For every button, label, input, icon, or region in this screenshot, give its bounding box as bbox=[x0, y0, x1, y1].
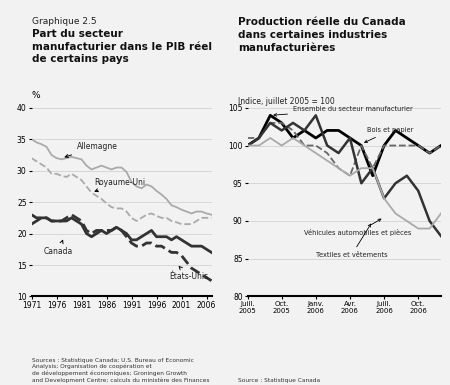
Text: Véhicules automobiles et pièces: Véhicules automobiles et pièces bbox=[304, 219, 412, 236]
Text: Production réelle du Canada
dans certaines industries
manufacturières: Production réelle du Canada dans certain… bbox=[238, 17, 406, 53]
Text: Textiles et vêtements: Textiles et vêtements bbox=[316, 224, 387, 258]
Text: Bois et papier: Bois et papier bbox=[364, 127, 414, 142]
Text: Indice, juillet 2005 = 100: Indice, juillet 2005 = 100 bbox=[238, 97, 335, 106]
Text: %: % bbox=[32, 91, 40, 100]
Text: Allemagne: Allemagne bbox=[65, 142, 117, 157]
Text: Source : Statistique Canada: Source : Statistique Canada bbox=[238, 378, 320, 383]
Text: Royaume-Uni: Royaume-Uni bbox=[94, 177, 145, 192]
Text: Ensemble du secteur manufacturier: Ensemble du secteur manufacturier bbox=[274, 106, 413, 116]
Text: Sources : Statistique Canada; U.S. Bureau of Economic
Analysis; Organisation de : Sources : Statistique Canada; U.S. Burea… bbox=[32, 358, 209, 383]
Text: Part du secteur
manufacturier dans le PIB réel
de certains pays: Part du secteur manufacturier dans le PI… bbox=[32, 29, 211, 64]
Text: Graphique 2.5: Graphique 2.5 bbox=[32, 17, 96, 26]
Text: Canada: Canada bbox=[44, 240, 73, 256]
Text: États-Unis: États-Unis bbox=[169, 266, 208, 281]
